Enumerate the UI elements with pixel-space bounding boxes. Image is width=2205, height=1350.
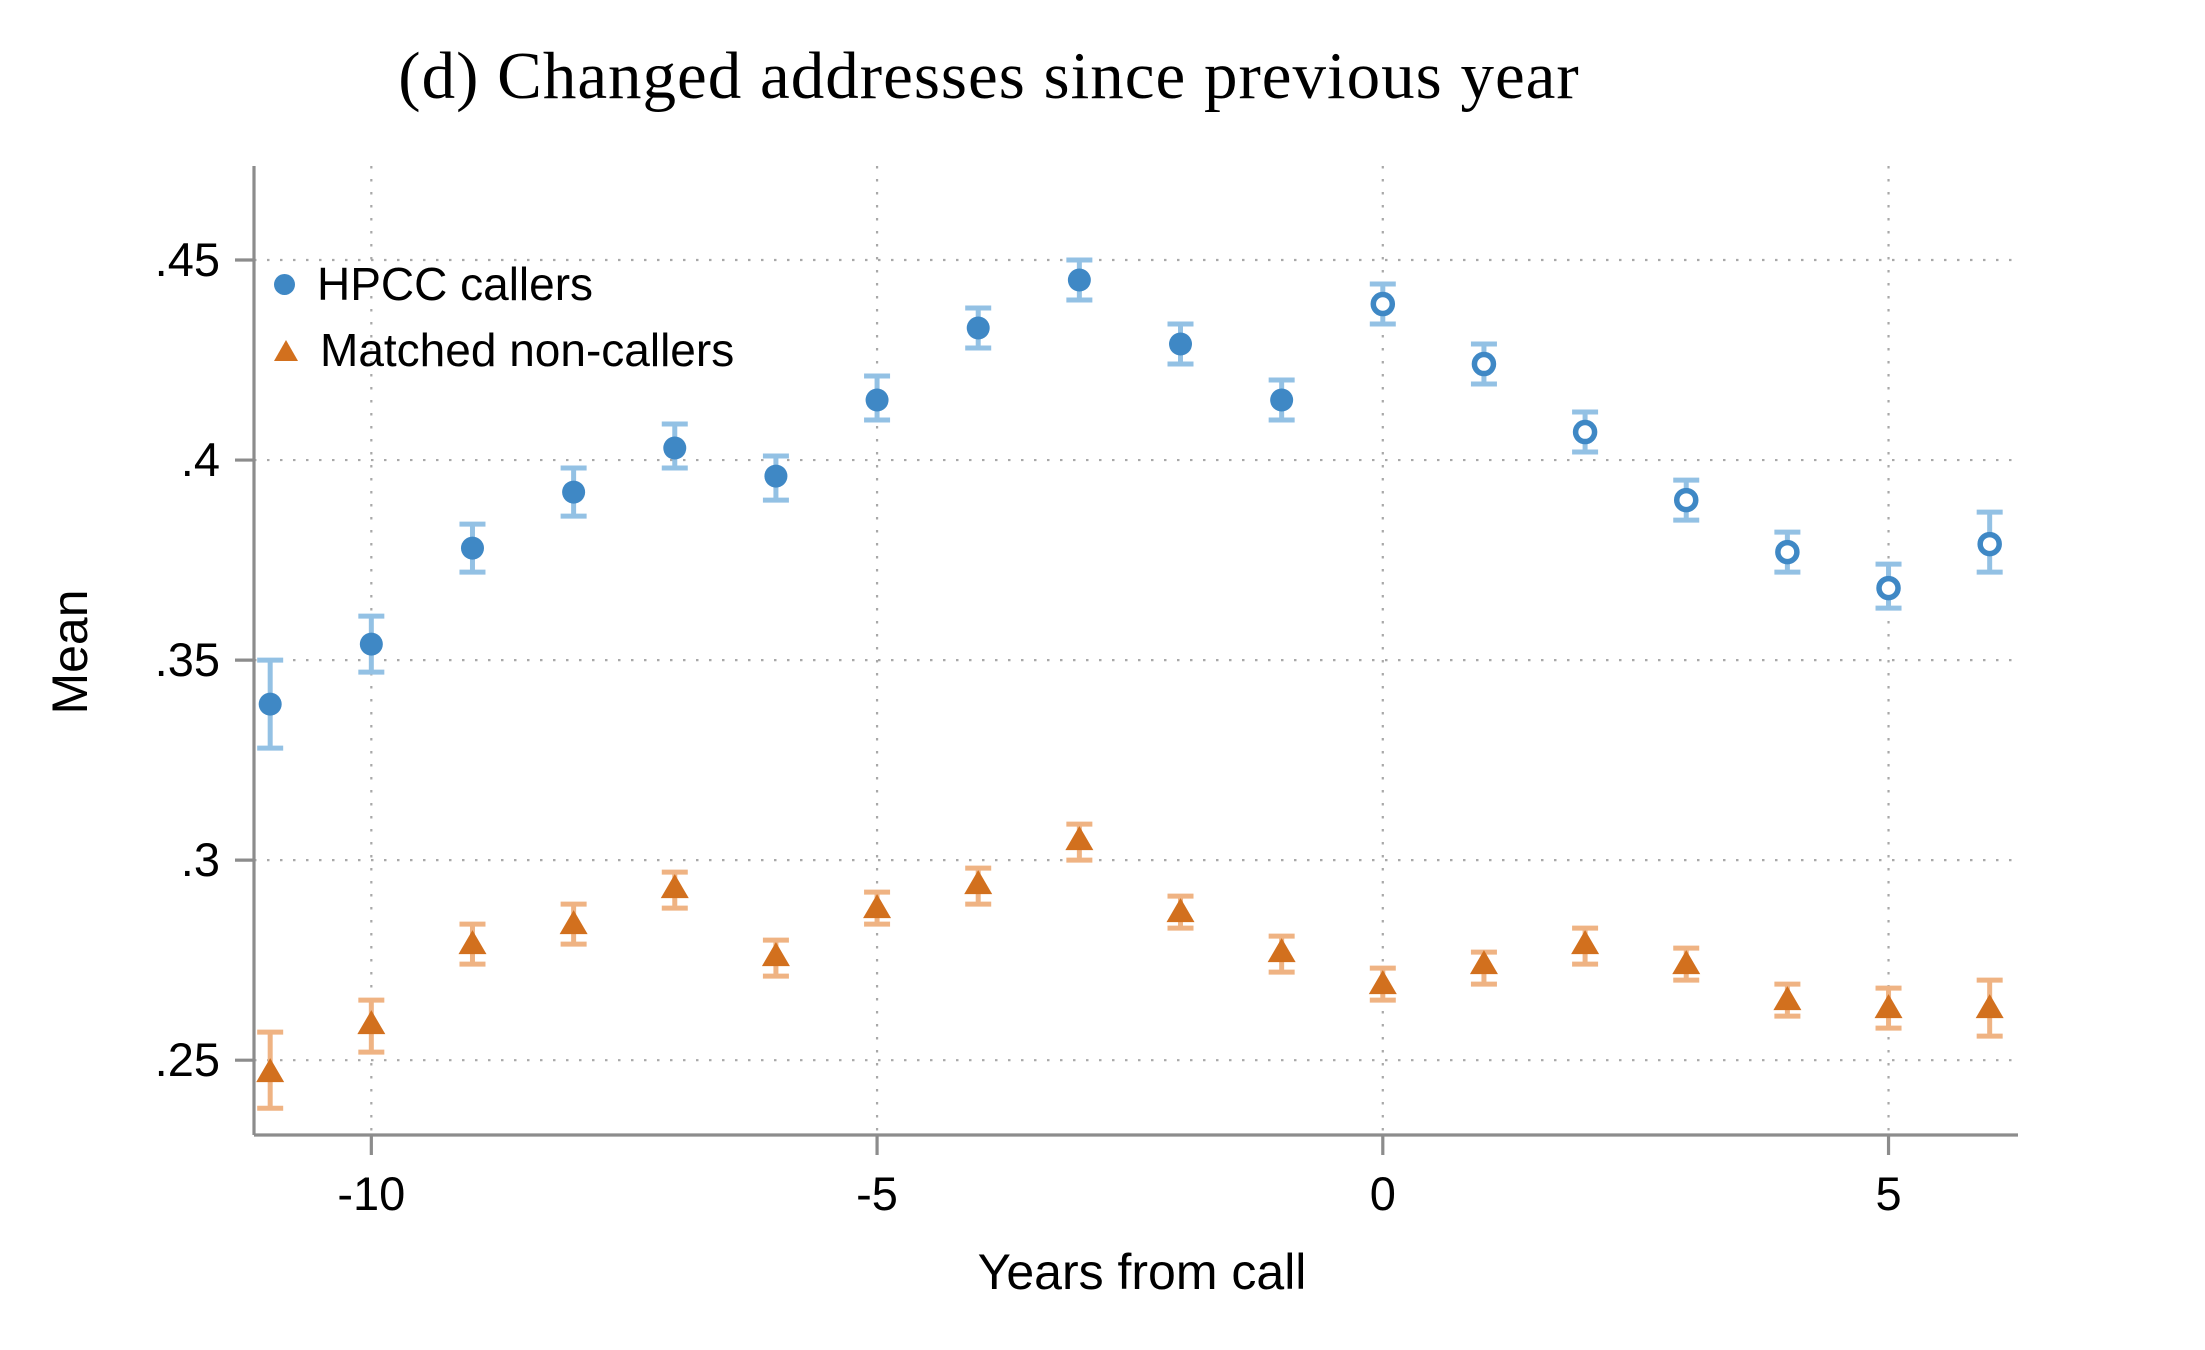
x-tick-label: 5 [1875, 1167, 1901, 1220]
y-axis-title: Mean [42, 589, 98, 715]
x-tick-label: -5 [856, 1167, 898, 1220]
data-point-hpcc-callers [460, 536, 484, 560]
x-tick-label: -10 [337, 1167, 405, 1220]
data-point-matched-non-callers [1469, 950, 1498, 975]
data-point-matched-non-callers [357, 1010, 386, 1035]
data-point-hpcc-callers [359, 632, 383, 656]
data-point-hpcc-callers [1775, 539, 1800, 565]
data-point-matched-non-callers [660, 874, 689, 899]
data-point-hpcc-callers [966, 316, 990, 340]
x-axis-title: Years from call [977, 1244, 1307, 1300]
data-point-matched-non-callers [1571, 930, 1600, 955]
data-point-matched-non-callers [1773, 986, 1802, 1011]
y-tick-label: .35 [155, 633, 220, 686]
legend-item-label: Matched non-callers [320, 324, 735, 376]
data-point-matched-non-callers [559, 910, 588, 935]
data-point-matched-non-callers [1672, 950, 1701, 975]
data-point-matched-non-callers [1267, 938, 1296, 963]
tick-labels: .25 .3 .35 .4 .45 -10 -5 0 5 [155, 233, 1902, 1220]
chart-title: (d) Changed addresses since previous yea… [398, 39, 1580, 113]
data-point-matched-non-callers [1166, 898, 1195, 923]
data-point-hpcc-callers [258, 692, 282, 716]
axes [235, 166, 2018, 1155]
data-point-hpcc-callers [1977, 531, 2002, 557]
data-point-matched-non-callers [761, 942, 790, 967]
data-point-matched-non-callers [1065, 826, 1094, 851]
data-point-hpcc-callers [1067, 268, 1091, 292]
data-point-matched-non-callers [256, 1058, 285, 1083]
data-point-matched-non-callers [1368, 970, 1397, 995]
legend: HPCC callers Matched non-callers [274, 258, 734, 376]
y-tick-label: .4 [181, 433, 220, 486]
y-tick-label: .3 [181, 833, 220, 886]
data-point-hpcc-callers [562, 480, 586, 504]
data-point-hpcc-callers [865, 388, 889, 412]
series-matched-non-callers [256, 821, 2004, 1111]
data-point-matched-non-callers [863, 894, 892, 919]
circle-marker-icon [274, 273, 295, 295]
y-tick-label: .45 [155, 233, 220, 286]
data-point-hpcc-callers [1370, 291, 1396, 317]
data-point-matched-non-callers [1874, 994, 1903, 1019]
data-point-hpcc-callers [1169, 332, 1193, 356]
data-point-hpcc-callers [764, 464, 788, 488]
data-point-hpcc-callers [1572, 419, 1598, 445]
series-hpcc-callers [257, 257, 2003, 751]
data-point-hpcc-callers [1471, 351, 1497, 377]
data-point-matched-non-callers [964, 870, 993, 895]
data-point-matched-non-callers [1975, 994, 2004, 1019]
y-tick-label: .25 [155, 1033, 220, 1086]
data-point-hpcc-callers [1673, 487, 1699, 513]
triangle-marker-icon [274, 339, 298, 361]
data-point-hpcc-callers [663, 436, 687, 460]
x-tick-label: 0 [1370, 1167, 1396, 1220]
data-point-hpcc-callers [1270, 388, 1294, 412]
data-point-hpcc-callers [1876, 575, 1901, 601]
legend-item-label: HPCC callers [317, 258, 594, 310]
data-point-matched-non-callers [458, 930, 487, 955]
legend-item-matched-non-callers: Matched non-callers [274, 324, 734, 376]
legend-item-hpcc-callers: HPCC callers [274, 258, 734, 310]
